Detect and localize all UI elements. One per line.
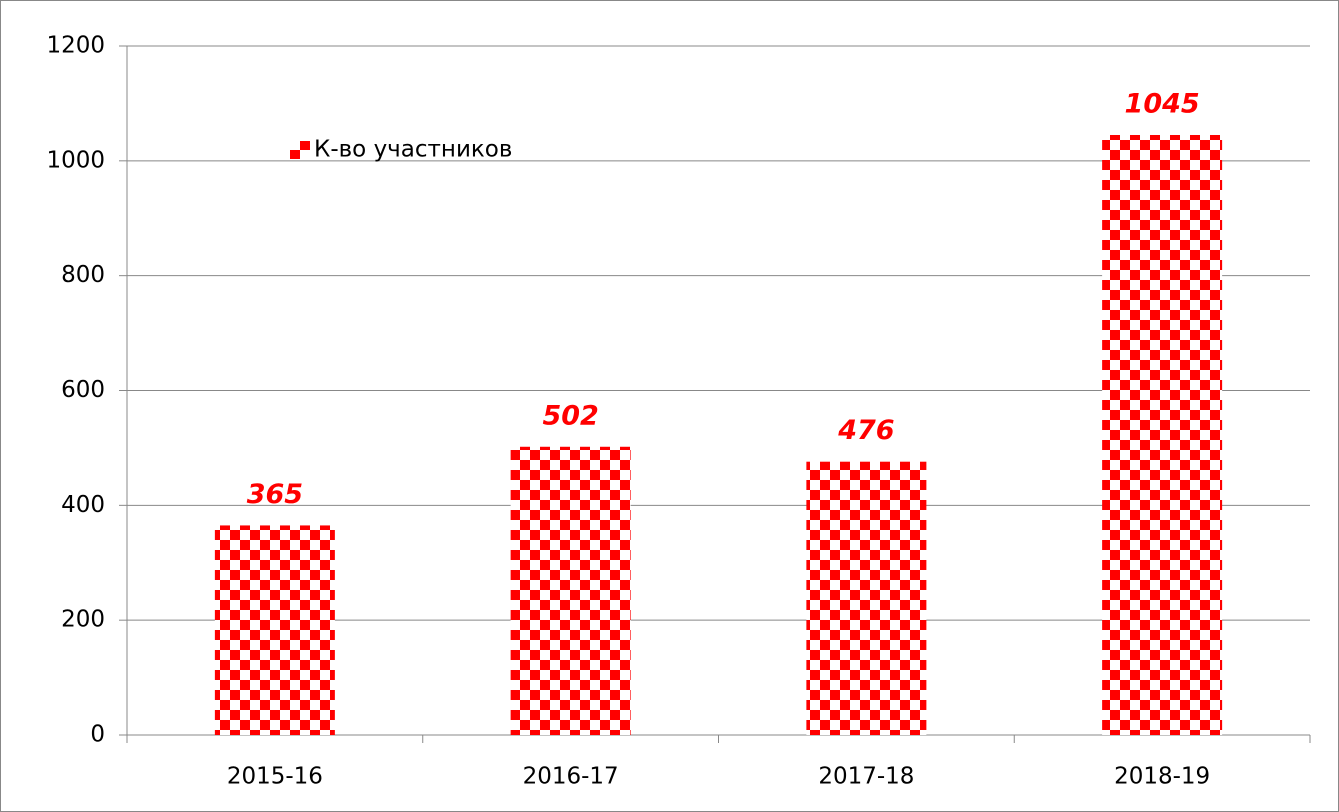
bar <box>214 525 335 735</box>
y-tick-label: 1200 <box>46 33 105 59</box>
value-label: 365 <box>247 479 303 510</box>
y-tick-label: 800 <box>61 262 105 288</box>
y-tick-label: 400 <box>61 492 105 518</box>
legend-swatch <box>290 141 310 159</box>
bar <box>1102 134 1223 735</box>
y-tick-label: 600 <box>61 377 105 403</box>
value-label: 476 <box>837 415 894 446</box>
y-tick-label: 200 <box>61 607 105 633</box>
y-tick-label: 0 <box>90 722 105 748</box>
legend-label: К-во участников <box>314 137 512 163</box>
x-tick-label: 2018-19 <box>1114 764 1210 790</box>
bar <box>510 446 631 735</box>
x-tick-label: 2017-18 <box>818 764 914 790</box>
x-tick-label: 2015-16 <box>227 764 323 790</box>
value-label: 502 <box>542 400 598 431</box>
y-tick-label: 1000 <box>46 147 105 173</box>
x-tick-label: 2016-17 <box>523 764 619 790</box>
value-label: 1045 <box>1125 88 1200 119</box>
bar <box>806 461 927 735</box>
